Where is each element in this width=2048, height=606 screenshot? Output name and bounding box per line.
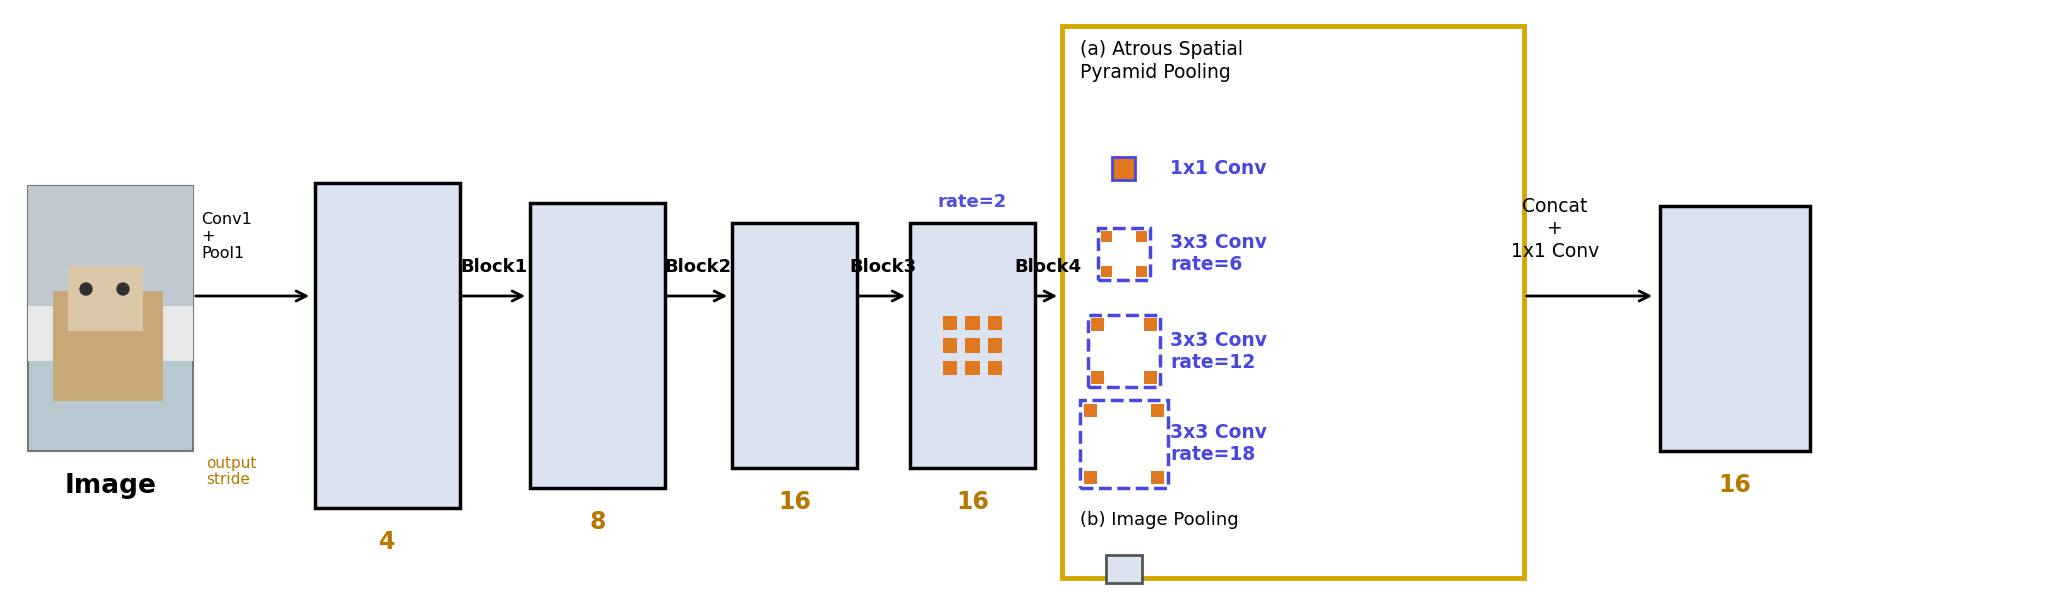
Bar <box>1083 471 1098 484</box>
Text: 8: 8 <box>590 510 606 534</box>
Bar <box>29 186 193 451</box>
Text: Block2: Block2 <box>664 258 731 276</box>
Bar <box>1092 371 1104 384</box>
Bar <box>731 223 856 468</box>
Bar <box>942 361 956 375</box>
Bar <box>1100 231 1112 242</box>
Bar <box>1106 555 1143 583</box>
Text: Block1: Block1 <box>461 258 528 276</box>
Bar <box>1151 471 1163 484</box>
Bar <box>1145 371 1157 384</box>
Text: rate=2: rate=2 <box>938 193 1008 211</box>
Text: 3x3 Conv
rate=18: 3x3 Conv rate=18 <box>1169 424 1268 465</box>
Text: 4: 4 <box>379 530 395 554</box>
Bar <box>530 203 666 488</box>
Bar <box>1100 266 1112 278</box>
Bar <box>1098 228 1151 280</box>
Text: 3x3 Conv
rate=12: 3x3 Conv rate=12 <box>1169 330 1268 371</box>
Bar <box>1092 318 1104 331</box>
Bar <box>965 338 979 353</box>
Bar <box>29 306 193 361</box>
Bar <box>965 361 979 375</box>
Text: Conv1
+
Pool1: Conv1 + Pool1 <box>201 212 252 261</box>
Bar <box>909 223 1034 468</box>
Circle shape <box>117 283 129 295</box>
Text: Image: Image <box>66 473 156 499</box>
Text: 1x1 Conv: 1x1 Conv <box>1169 159 1266 178</box>
Text: 16: 16 <box>956 490 989 514</box>
Bar <box>965 316 979 330</box>
Text: 3x3 Conv
rate=6: 3x3 Conv rate=6 <box>1169 233 1268 275</box>
Bar <box>1083 404 1098 417</box>
Bar <box>1137 266 1147 278</box>
Text: 16: 16 <box>778 490 811 514</box>
Bar <box>1661 206 1810 451</box>
Bar <box>1063 26 1524 578</box>
Bar <box>942 338 956 353</box>
Bar <box>942 316 956 330</box>
Bar <box>987 316 1001 330</box>
Bar <box>29 186 193 311</box>
Text: Concat
+
1x1 Conv: Concat + 1x1 Conv <box>1511 196 1599 261</box>
Text: Block3: Block3 <box>850 258 915 276</box>
Bar <box>1145 318 1157 331</box>
Bar <box>315 183 461 508</box>
Circle shape <box>80 283 92 295</box>
Bar <box>1137 231 1147 242</box>
Text: Block4: Block4 <box>1014 258 1081 276</box>
Bar <box>1151 404 1163 417</box>
Bar <box>68 266 143 331</box>
Text: output
stride: output stride <box>207 456 256 487</box>
Bar <box>987 361 1001 375</box>
Bar <box>53 291 164 401</box>
Bar <box>1087 315 1159 387</box>
Bar <box>1112 156 1135 179</box>
Text: 16: 16 <box>1718 473 1751 497</box>
Text: (b) Image Pooling: (b) Image Pooling <box>1079 511 1239 529</box>
Bar <box>987 338 1001 353</box>
Bar <box>1079 400 1167 488</box>
Text: (a) Atrous Spatial
Pyramid Pooling: (a) Atrous Spatial Pyramid Pooling <box>1079 40 1243 82</box>
